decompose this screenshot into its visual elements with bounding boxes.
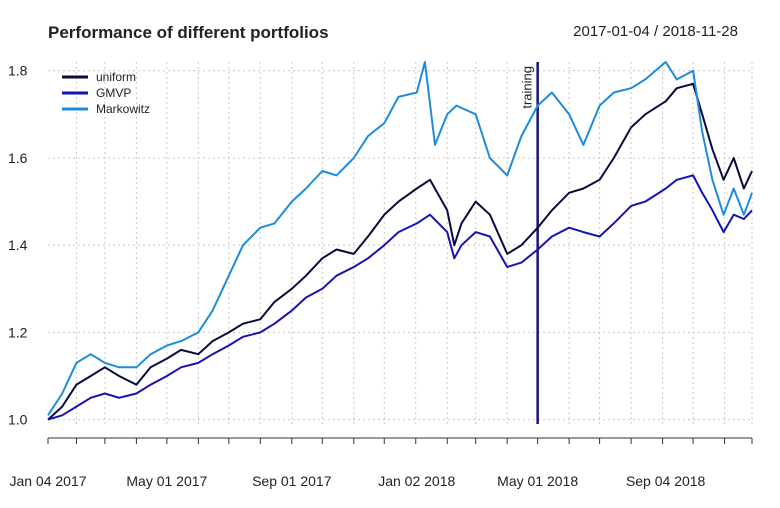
legend-label: GMVP <box>96 86 131 100</box>
x-tick-label: Sep 01 2017 <box>252 473 332 489</box>
x-tick-label: Sep 04 2018 <box>626 473 706 489</box>
legend: uniform GMVP Markowitz <box>62 70 150 116</box>
series-line-markowitz <box>47 61 753 416</box>
axes: 1.0 1.2 1.4 1.6 1.8 Jan 04 2017 May 01 2017 Sep… <box>8 63 753 489</box>
legend-label: uniform <box>96 70 136 84</box>
training-label: training <box>520 66 535 109</box>
grid <box>48 62 753 424</box>
chart-title: Performance of different portfolios <box>48 23 329 42</box>
annotations: training <box>520 62 539 424</box>
y-tick-label: 1.4 <box>8 237 28 253</box>
y-tick-label: 1.0 <box>8 412 28 428</box>
series-lines <box>47 61 753 421</box>
x-tick-label: Jan 02 2018 <box>378 473 455 489</box>
y-tick-label: 1.6 <box>8 150 28 166</box>
x-tick-label: May 01 2018 <box>497 473 578 489</box>
y-tick-label: 1.8 <box>8 63 28 79</box>
chart-date-range: 2017-01-04 / 2018-11-28 <box>573 23 738 40</box>
x-tick-label: May 01 2017 <box>126 473 207 489</box>
x-tick-label: Jan 04 2017 <box>9 473 86 489</box>
legend-label: Markowitz <box>96 102 150 116</box>
y-tick-label: 1.2 <box>8 324 28 340</box>
series-line-gmvp <box>47 174 753 421</box>
series-line-uniform <box>47 82 753 421</box>
